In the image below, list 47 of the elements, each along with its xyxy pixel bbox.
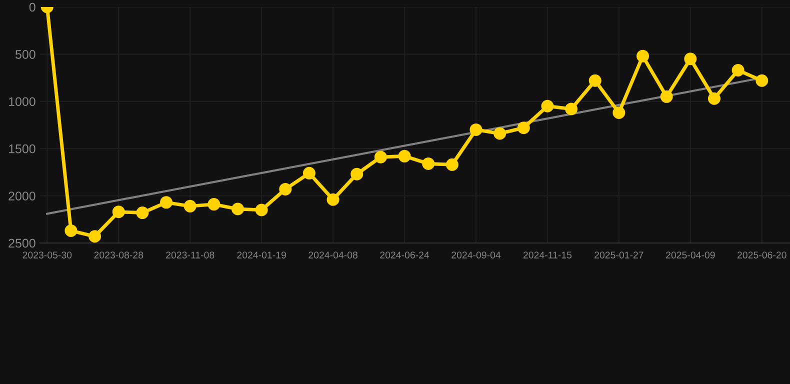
y-tick-label: 2500 bbox=[8, 238, 36, 248]
point bbox=[350, 168, 364, 180]
point bbox=[160, 196, 173, 209]
x-tick-label: 2025-06-20 bbox=[738, 252, 786, 258]
point bbox=[302, 166, 316, 180]
x-tick-label: 2025-04-09 bbox=[666, 252, 715, 258]
point bbox=[208, 198, 220, 211]
point bbox=[636, 50, 650, 62]
x-tick-label: 2023-11-08 bbox=[166, 252, 214, 258]
x-tick-label: 2023-08-28 bbox=[94, 252, 144, 258]
y-tick-label: 0 bbox=[29, 2, 36, 12]
point bbox=[422, 157, 435, 170]
point bbox=[398, 150, 411, 162]
point bbox=[231, 202, 244, 216]
point bbox=[326, 193, 340, 206]
y-tick-label: 1500 bbox=[8, 144, 36, 154]
x-tick-label: 2024-11-15 bbox=[523, 252, 572, 258]
point bbox=[565, 102, 578, 116]
x-tick-label: 2024-09-04 bbox=[452, 252, 501, 258]
point bbox=[88, 230, 102, 243]
point bbox=[708, 92, 720, 105]
point bbox=[494, 127, 506, 140]
point bbox=[136, 206, 149, 220]
y-tick-label: 500 bbox=[15, 50, 36, 59]
y-tick-label: 2000 bbox=[8, 192, 36, 200]
x-tick-label: 2024-01-19 bbox=[237, 252, 286, 258]
y-tick-label: 1000 bbox=[8, 97, 36, 106]
point bbox=[112, 206, 125, 218]
point bbox=[612, 106, 626, 119]
x-tick-label: 2024-04-08 bbox=[308, 252, 358, 258]
point bbox=[184, 200, 196, 212]
point bbox=[541, 100, 554, 112]
point bbox=[470, 123, 482, 136]
point bbox=[446, 158, 458, 171]
point bbox=[684, 52, 697, 66]
point bbox=[660, 90, 673, 103]
point bbox=[374, 150, 387, 164]
point bbox=[588, 74, 602, 87]
point bbox=[279, 182, 292, 196]
x-tick-label: 2023-05-30 bbox=[22, 252, 72, 258]
point bbox=[732, 64, 744, 76]
x-tick-label: 2024-06-24 bbox=[380, 252, 430, 258]
point bbox=[64, 224, 78, 237]
point bbox=[255, 204, 268, 216]
x-tick-label: 2025-01-27 bbox=[594, 252, 644, 258]
point bbox=[517, 122, 530, 134]
point bbox=[756, 74, 768, 87]
